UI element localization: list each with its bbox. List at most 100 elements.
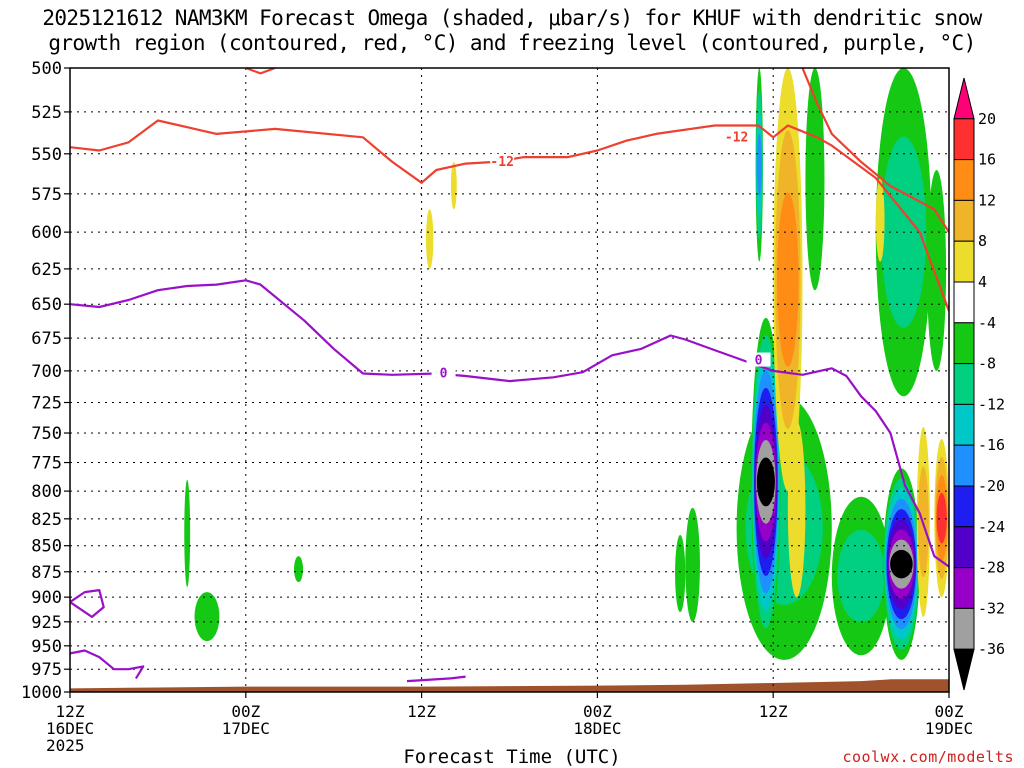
omega-upward-core — [890, 549, 913, 579]
x-tick-sublabel: 17DEC — [222, 719, 270, 738]
y-tick-label: 875 — [31, 563, 62, 583]
omega-upward-patch — [805, 68, 825, 291]
omega-upward-patch — [837, 529, 885, 623]
colorbar-label: 8 — [978, 232, 987, 250]
x-tick-label: 12Z — [759, 702, 788, 721]
omega-upward-patch — [294, 556, 303, 583]
omega-upward-patch — [675, 535, 686, 613]
y-tick-label: 850 — [31, 537, 62, 557]
omega-downward-patch — [787, 420, 806, 598]
colorbar-label: 4 — [978, 273, 987, 291]
red-contour-dgz — [801, 68, 949, 233]
omega-upward-patch — [184, 479, 191, 588]
y-tick-label: 800 — [31, 482, 62, 502]
y-tick-label: 700 — [31, 362, 62, 382]
purple-contour-freezing — [70, 589, 105, 618]
x-tick-label: 00Z — [935, 702, 964, 721]
y-tick-label: 625 — [31, 260, 62, 280]
colorbar-swatch — [953, 363, 975, 405]
x-axis-title: Forecast Time (UTC) — [403, 746, 621, 768]
contour-label-purple-bg — [746, 352, 771, 367]
colorbar-swatch — [953, 526, 975, 569]
y-tick-label: 950 — [31, 637, 62, 657]
y-tick-label: 550 — [31, 145, 62, 165]
y-tick-label: 575 — [31, 185, 62, 205]
colorbar-label: -8 — [978, 355, 996, 373]
red-contour-dgz — [70, 119, 949, 312]
y-axis: 500 525 550 575 600 625 650 675 700 725 750 775 800 8… — [21, 59, 70, 703]
y-tick-label: 500 — [31, 59, 62, 79]
x-tick-label: 00Z — [583, 702, 612, 721]
omega-upward-patch — [685, 507, 700, 622]
y-tick-label: 975 — [31, 660, 62, 680]
y-tick-label: 725 — [31, 393, 62, 413]
omega-upward-core — [756, 457, 775, 507]
terrain-fill — [70, 679, 949, 692]
x-tick-label: 12Z — [407, 702, 436, 721]
colorbar-label: -20 — [978, 477, 1005, 495]
y-tick-label: 925 — [31, 613, 62, 633]
x-tick-label: 00Z — [231, 702, 260, 721]
credit-text: coolwx.com/modelts — [842, 748, 1014, 766]
plot-frame — [69, 67, 950, 693]
x-tick-sublabel: 18DEC — [573, 719, 621, 738]
colorbar-swatch — [953, 403, 975, 446]
colorbar-label: -12 — [978, 395, 1005, 413]
grid-lines — [70, 68, 949, 692]
colorbar-cap-bottom — [953, 648, 975, 691]
colorbar-swatch — [953, 485, 975, 528]
x-tick-label: 12Z — [56, 702, 85, 721]
chart-title-line1: 2025121612 NAM3KM Forecast Omega (shaded… — [42, 6, 982, 30]
contours: -12 -12 0 0 — [70, 68, 949, 683]
y-tick-label: 525 — [31, 103, 62, 123]
omega-downward-core — [936, 492, 947, 544]
contour-label-purple: 0 — [755, 354, 763, 369]
omega-downward-patch — [425, 209, 434, 269]
chart-title-line2: growth region (contoured, red, °C) and f… — [48, 31, 976, 55]
purple-contour-freezing — [70, 279, 949, 568]
colorbar-label: 16 — [978, 151, 996, 169]
colorbar-label: -36 — [978, 640, 1005, 658]
colorbar-label: 20 — [978, 110, 996, 128]
omega-upward-patch — [927, 170, 947, 371]
colorbar-swatch — [953, 199, 975, 242]
colorbar-label: 12 — [978, 191, 996, 209]
terrain-shape — [70, 679, 949, 692]
omega-downward-patch — [875, 178, 885, 262]
y-tick-label: 1000 — [21, 683, 62, 703]
colorbar-cap-top — [953, 77, 975, 120]
contour-label-purple: 0 — [440, 366, 448, 381]
y-tick-label: 650 — [31, 295, 62, 315]
contour-label-red-bg — [490, 153, 515, 168]
y-tick-label: 825 — [31, 510, 62, 530]
omega-upward-core — [756, 134, 762, 196]
colorbar-swatch — [953, 444, 975, 487]
contour-label-purple-bg — [431, 365, 456, 380]
colorbar-swatch — [953, 281, 975, 324]
y-tick-label: 750 — [31, 424, 62, 444]
colorbar-swatch — [953, 607, 975, 650]
colorbar-label: -16 — [978, 436, 1005, 454]
omega-upward-patch — [194, 592, 220, 642]
colorbar-label: -4 — [978, 314, 996, 332]
colorbar: 20 16 12 8 4 -4 -8 -12 -16 -20 -24 -28 -32 -36 — [953, 77, 1005, 691]
colorbar-swatch — [953, 567, 975, 609]
colorbar-label: -32 — [978, 599, 1005, 617]
y-tick-label: 600 — [31, 223, 62, 243]
colorbar-swatch — [953, 240, 975, 283]
colorbar-swatch — [953, 322, 975, 365]
contour-label-red: -12 — [725, 130, 748, 145]
colorbar-label: -24 — [978, 518, 1005, 536]
purple-contour-freezing — [406, 675, 466, 683]
contour-label-red-bg — [724, 129, 749, 144]
y-tick-label: 900 — [31, 588, 62, 608]
y-tick-label: 675 — [31, 329, 62, 349]
contour-label-red: -12 — [490, 155, 513, 170]
colorbar-swatch — [953, 159, 975, 201]
omega-downward-core — [777, 192, 799, 367]
x-tick-sublabel: 16DEC — [46, 719, 94, 738]
omega-downward-patch — [450, 161, 457, 210]
colorbar-label: -28 — [978, 559, 1005, 577]
